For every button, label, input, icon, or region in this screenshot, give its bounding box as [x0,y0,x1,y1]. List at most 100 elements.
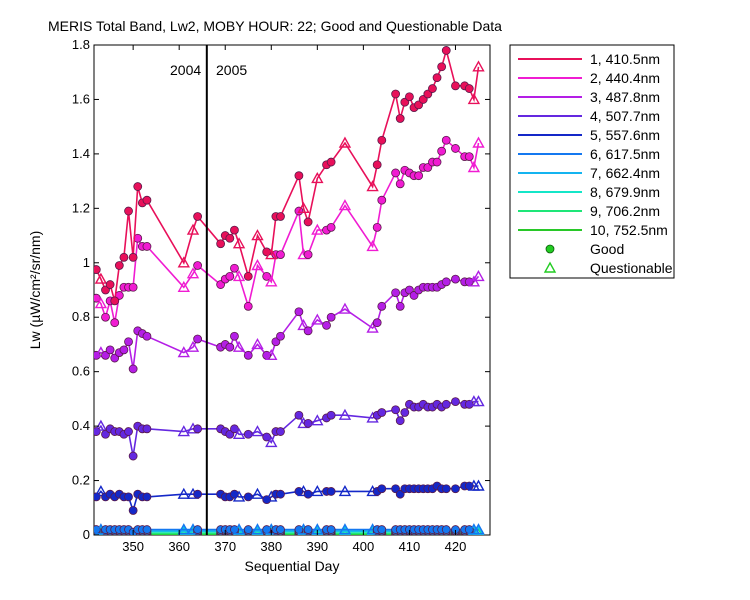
data-point-good [441,525,451,534]
data-point-good [437,62,447,72]
data-point-good [303,525,313,534]
data-point-good [276,212,285,221]
data-point-good [119,345,129,355]
data-point-good [142,492,152,502]
data-point-good [391,288,401,298]
data-point-questionable [338,136,352,148]
series-5 [94,479,485,515]
data-point-good [114,261,124,270]
data-point-questionable [311,414,324,426]
data-point-good [128,282,138,292]
legend-entry-5: 5, 557.6nm [590,127,660,143]
data-point-questionable [366,321,379,333]
data-point-good [303,326,313,336]
data-point-questionable [94,485,108,497]
data-point-good [377,408,387,417]
data-point-questionable [472,60,485,72]
data-point-good [441,484,451,494]
data-point-good [451,274,460,284]
data-point-questionable [311,171,324,184]
year-label-left: 2004 [170,62,201,78]
data-point-good [193,489,203,499]
data-point-good [464,84,474,93]
data-point-questionable [232,340,246,352]
data-point-questionable [467,93,481,105]
y-tick-label: 0.8 [72,309,90,324]
data-point-good [243,271,253,281]
y-tick-label: 0.2 [72,473,90,488]
series-2 [94,135,485,328]
data-point-good [437,146,447,156]
data-point-good [262,432,272,442]
y-tick-label: 0 [83,527,90,542]
data-point-good [193,424,203,434]
legend-entry-9: 9, 706.2nm [590,203,660,219]
data-point-questionable [297,318,310,331]
x-tick-label: 370 [214,539,236,554]
data-point-good [441,46,451,55]
data-point-good [124,492,133,502]
legend-entry-4: 4, 507.7nm [590,108,660,124]
data-point-questionable [472,269,485,282]
data-point-good [303,418,313,428]
data-point-questionable [338,302,352,314]
data-point-good [94,293,101,303]
data-point-good [142,242,152,251]
data-point-good [400,408,410,417]
data-point-questionable [251,338,264,350]
data-point-good [230,331,239,341]
year-label-right: 2005 [216,62,247,78]
data-point-questionable [232,490,246,502]
data-point-good [225,233,235,243]
data-point-questionable [251,259,264,271]
data-point-good [128,506,138,515]
data-point-questionable [251,425,264,437]
legend-entry-10: 10, 752.5nm [590,222,668,238]
data-point-good [94,265,101,274]
data-point-questionable [251,229,264,241]
legend-marker-good [545,244,555,254]
y-tick-label: 0.6 [72,364,90,379]
data-point-good [276,427,285,436]
chart-title: MERIS Total Band, Lw2, MOBY HOUR: 22; Go… [48,18,502,34]
data-point-good [230,225,239,235]
data-point-good [322,320,331,330]
data-point-good [110,318,120,328]
data-point-questionable [472,395,485,407]
data-point-questionable [251,487,264,499]
data-point-good [133,182,143,191]
x-axis-label: Sequential Day [245,558,340,574]
data-point-good [451,144,460,153]
data-point-questionable [177,280,190,292]
data-point-good [377,301,387,311]
legend-entry-good: Good [590,241,624,257]
data-point-good [101,312,110,322]
data-point-good [451,81,460,91]
data-point-questionable [177,256,190,268]
data-point-good [377,135,387,145]
data-point-good [243,301,253,311]
y-tick-label: 1.8 [72,37,90,52]
data-point-good [142,525,152,534]
data-point-good [225,342,235,352]
data-point-good [391,405,401,415]
data-point-good [326,410,336,420]
data-point-good [391,89,401,99]
data-point-questionable [338,523,352,535]
data-point-questionable [472,136,485,148]
x-tick-label: 400 [353,539,375,554]
data-point-good [377,525,387,534]
data-point-questionable [265,248,278,260]
y-tick-label: 1.6 [72,91,90,106]
data-point-good [372,160,382,170]
data-point-questionable [232,523,246,535]
data-point-questionable [232,269,246,282]
data-point-good [428,84,437,93]
data-point-good [128,252,138,262]
y-tick-label: 1 [83,255,90,270]
series-4 [94,395,485,461]
legend-entry-8: 8, 679.9nm [590,184,660,200]
data-point-good [372,318,382,328]
data-point-good [193,212,203,221]
x-tick-label: 380 [260,539,282,554]
